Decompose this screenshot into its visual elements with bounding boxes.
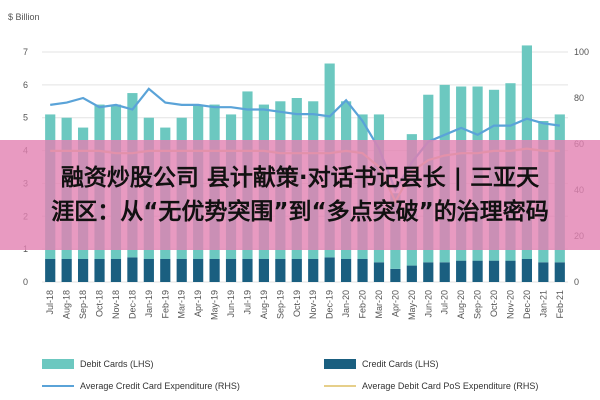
legend: Debit Cards (LHS) Credit Cards (LHS) Ave… <box>28 357 588 397</box>
legend-item-avg-credit: Average Credit Card Expenditure (RHS) <box>42 381 240 391</box>
right-tick-label: 80 <box>574 93 584 103</box>
x-tick-label: Sep-18 <box>78 290 88 319</box>
legend-swatch-credit <box>324 359 356 369</box>
left-axis-unit: $ Billion <box>8 12 40 22</box>
x-tick-label: Jan-21 <box>538 290 548 318</box>
right-tick-label: 0 <box>574 277 579 287</box>
credit-bar <box>291 259 302 282</box>
axis-ticks: 01234567020406080100Jul-18Aug-18Sep-18Oc… <box>23 47 589 320</box>
legend-item-avg-debit: Average Debit Card PoS Expenditure (RHS) <box>324 381 538 391</box>
x-tick-label: Jul-19 <box>242 290 252 315</box>
x-tick-label: Nov-19 <box>308 290 318 319</box>
legend-swatch-avg-debit <box>324 385 356 387</box>
x-tick-label: Apr-20 <box>390 290 400 317</box>
x-tick-label: Jan-20 <box>341 290 351 318</box>
left-tick-label: 7 <box>23 47 28 57</box>
x-tick-label: Aug-20 <box>456 290 466 319</box>
avg-credit-line <box>50 87 560 193</box>
legend-item-debit-cards: Debit Cards (LHS) <box>42 359 154 369</box>
x-tick-label: Jun-19 <box>226 290 236 318</box>
x-tick-label: Feb-21 <box>555 290 565 319</box>
x-tick-label: Jan-19 <box>144 290 154 318</box>
x-tick-label: May-19 <box>210 290 220 320</box>
x-tick-label: Feb-19 <box>160 290 170 319</box>
x-tick-label: Nov-20 <box>505 290 515 319</box>
credit-bar <box>505 260 516 282</box>
x-tick-label: Sep-20 <box>473 290 483 319</box>
overlay-headline-line1: 融资炒股公司 县计献策·对话书记县长 | 三亚天 <box>60 165 540 191</box>
left-tick-label: 5 <box>23 113 28 123</box>
credit-bar <box>160 259 171 282</box>
credit-bar <box>61 259 72 282</box>
credit-bar <box>225 259 237 282</box>
credit-bar <box>423 262 434 282</box>
x-tick-label: Mar-20 <box>374 290 384 319</box>
left-tick-label: 0 <box>23 277 28 287</box>
credit-bar <box>127 257 138 282</box>
legend-label-avg-credit: Average Credit Card Expenditure (RHS) <box>80 381 240 391</box>
overlay-headline-line2: 涯区：从“无优势突围”到“多点突破”的治理密码 <box>51 199 549 225</box>
credit-bar <box>521 259 533 282</box>
credit-bar <box>258 259 270 282</box>
x-tick-label: Oct-18 <box>95 290 105 317</box>
credit-bar <box>390 268 401 282</box>
x-tick-label: Apr-19 <box>193 290 203 317</box>
credit-bar <box>406 265 417 282</box>
left-tick-label: 6 <box>23 80 28 90</box>
x-tick-label: Aug-18 <box>62 290 72 319</box>
credit-bar <box>373 262 385 282</box>
credit-bar <box>242 259 253 282</box>
legend-label-credit: Credit Cards (LHS) <box>362 359 439 369</box>
legend-label-debit: Debit Cards (LHS) <box>80 359 154 369</box>
credit-bar <box>439 262 450 282</box>
credit-bar <box>45 259 56 282</box>
credit-bar <box>110 259 122 282</box>
legend-swatch-debit <box>42 359 74 369</box>
x-tick-label: Dec-20 <box>522 290 532 319</box>
credit-bar <box>193 259 204 282</box>
credit-bar <box>488 260 500 282</box>
x-tick-label: Feb-20 <box>358 290 368 319</box>
x-tick-label: Aug-19 <box>259 290 269 319</box>
overlay-headline[interactable]: 融资炒股公司 县计献策·对话书记县长 | 三亚天 涯区：从“无优势突围”到“多点… <box>0 140 600 250</box>
credit-bar <box>472 260 483 282</box>
x-tick-label: May-20 <box>407 290 417 320</box>
credit-bar <box>554 262 565 282</box>
x-tick-label: Dec-19 <box>325 290 335 319</box>
x-tick-label: Oct-20 <box>489 290 499 317</box>
credit-bar <box>324 257 335 282</box>
legend-swatch-avg-credit <box>42 385 74 387</box>
legend-label-avg-debit: Average Debit Card PoS Expenditure (RHS) <box>362 381 539 391</box>
x-tick-label: Mar-19 <box>177 290 187 319</box>
credit-bar <box>143 259 154 282</box>
credit-bar <box>456 260 467 282</box>
legend-item-credit-cards: Credit Cards (LHS) <box>324 359 439 369</box>
x-tick-label: Jul-20 <box>440 290 450 315</box>
credit-bar <box>209 259 220 282</box>
credit-bar <box>77 259 89 282</box>
credit-bar <box>538 262 549 282</box>
right-tick-label: 100 <box>574 47 589 57</box>
x-tick-label: Sep-19 <box>275 290 285 319</box>
x-tick-label: Dec-18 <box>127 290 137 319</box>
x-tick-label: Oct-19 <box>292 290 302 317</box>
x-tick-label: Nov-18 <box>111 290 121 319</box>
credit-bar <box>176 259 187 282</box>
credit-bar <box>340 259 352 282</box>
x-tick-label: Jun-20 <box>423 290 433 318</box>
credit-bar <box>275 259 286 282</box>
credit-bar <box>357 259 368 282</box>
credit-bar <box>308 259 319 282</box>
text-overlay-banner: 融资炒股公司 县计献策·对话书记县长 | 三亚天 涯区：从“无优势突围”到“多点… <box>0 140 600 250</box>
x-tick-label: Jul-18 <box>45 290 55 315</box>
credit-bar <box>94 259 105 282</box>
